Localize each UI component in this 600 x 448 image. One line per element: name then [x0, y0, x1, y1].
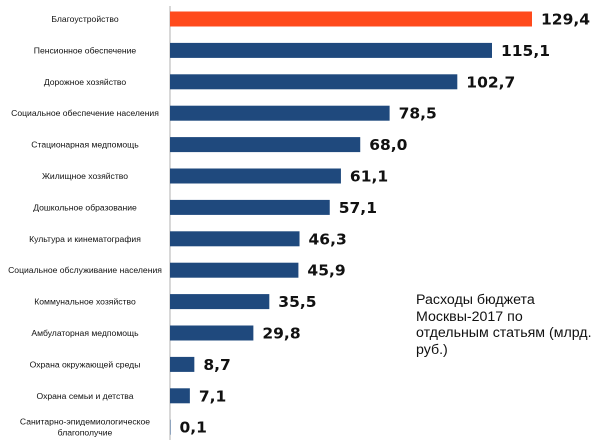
bar-3 [170, 74, 458, 90]
bar-14 [170, 419, 171, 435]
bar-7 [170, 199, 330, 215]
category-label-3: Дорожное хозяйство [44, 77, 127, 87]
category-label-line: Охрана семьи и детства [36, 391, 133, 401]
category-label-14: Санитарно-эпидемиологическое благополучие [20, 417, 150, 438]
chart-annotation: Расходы бюджета Москвы-2017 по отдельным… [416, 292, 592, 358]
bar-4 [170, 105, 390, 121]
category-label-line: Социальное обслуживание населения [8, 265, 162, 275]
category-label-4: Социальное обеспечение населения [11, 108, 159, 118]
category-label-line: Коммунальное хозяйство [34, 297, 136, 307]
bar-12 [170, 356, 195, 372]
bar-6 [170, 168, 341, 184]
value-label-3: 102,7 [466, 73, 515, 91]
category-label-13: Охрана семьи и детства [36, 391, 133, 401]
category-label-line: Дорожное хозяйство [44, 77, 127, 87]
category-label-line: Охрана окружающей среды [30, 359, 141, 369]
category-label-line: Санитарно-эпидемиологическое [20, 417, 150, 427]
category-label-line: Благоустройство [51, 14, 118, 24]
category-label-7: Дошкольное образование [33, 202, 137, 212]
category-label-2: Пенсионное обеспечение [34, 45, 137, 55]
value-label-6: 61,1 [350, 168, 388, 186]
value-label-2: 115,1 [501, 42, 550, 60]
category-label-line: Пенсионное обеспечение [34, 45, 137, 55]
category-label-11: Амбулаторная медпомощь [31, 328, 139, 338]
category-label-line: Амбулаторная медпомощь [31, 328, 139, 338]
category-label-1: Благоустройство [51, 14, 118, 24]
bar-13 [170, 388, 190, 404]
value-label-9: 45,9 [307, 262, 345, 280]
value-label-4: 78,5 [399, 105, 437, 123]
value-label-5: 68,0 [369, 136, 407, 154]
bar-8 [170, 231, 300, 247]
category-label-line: Дошкольное образование [33, 202, 137, 212]
value-label-12: 8,7 [203, 356, 230, 374]
category-label-line: Социальное обеспечение населения [11, 108, 159, 118]
category-label-9: Социальное обслуживание населения [8, 265, 162, 275]
category-label-line: Культура и кинематография [29, 234, 141, 244]
value-label-7: 57,1 [339, 199, 377, 217]
value-label-10: 35,5 [278, 293, 316, 311]
value-label-13: 7,1 [199, 387, 226, 405]
category-label-8: Культура и кинематография [29, 234, 141, 244]
value-label-11: 29,8 [262, 325, 300, 343]
value-label-14: 0,1 [180, 419, 207, 437]
bar-9 [170, 262, 299, 278]
bar-11 [170, 325, 254, 341]
category-label-12: Охрана окружающей среды [30, 359, 141, 369]
category-label-line: Стационарная медпомощь [31, 140, 139, 150]
value-label-8: 46,3 [309, 230, 347, 248]
bar-2 [170, 42, 492, 58]
category-label-6: Жилищное хозяйство [42, 171, 128, 181]
value-label-1: 129,4 [541, 11, 590, 29]
category-label-10: Коммунальное хозяйство [34, 297, 136, 307]
category-label-line: Жилищное хозяйство [42, 171, 128, 181]
bar-5 [170, 137, 361, 153]
bar-10 [170, 294, 270, 310]
category-label-5: Стационарная медпомощь [31, 140, 139, 150]
bar-1 [170, 11, 532, 27]
category-label-line: благополучие [58, 428, 113, 438]
